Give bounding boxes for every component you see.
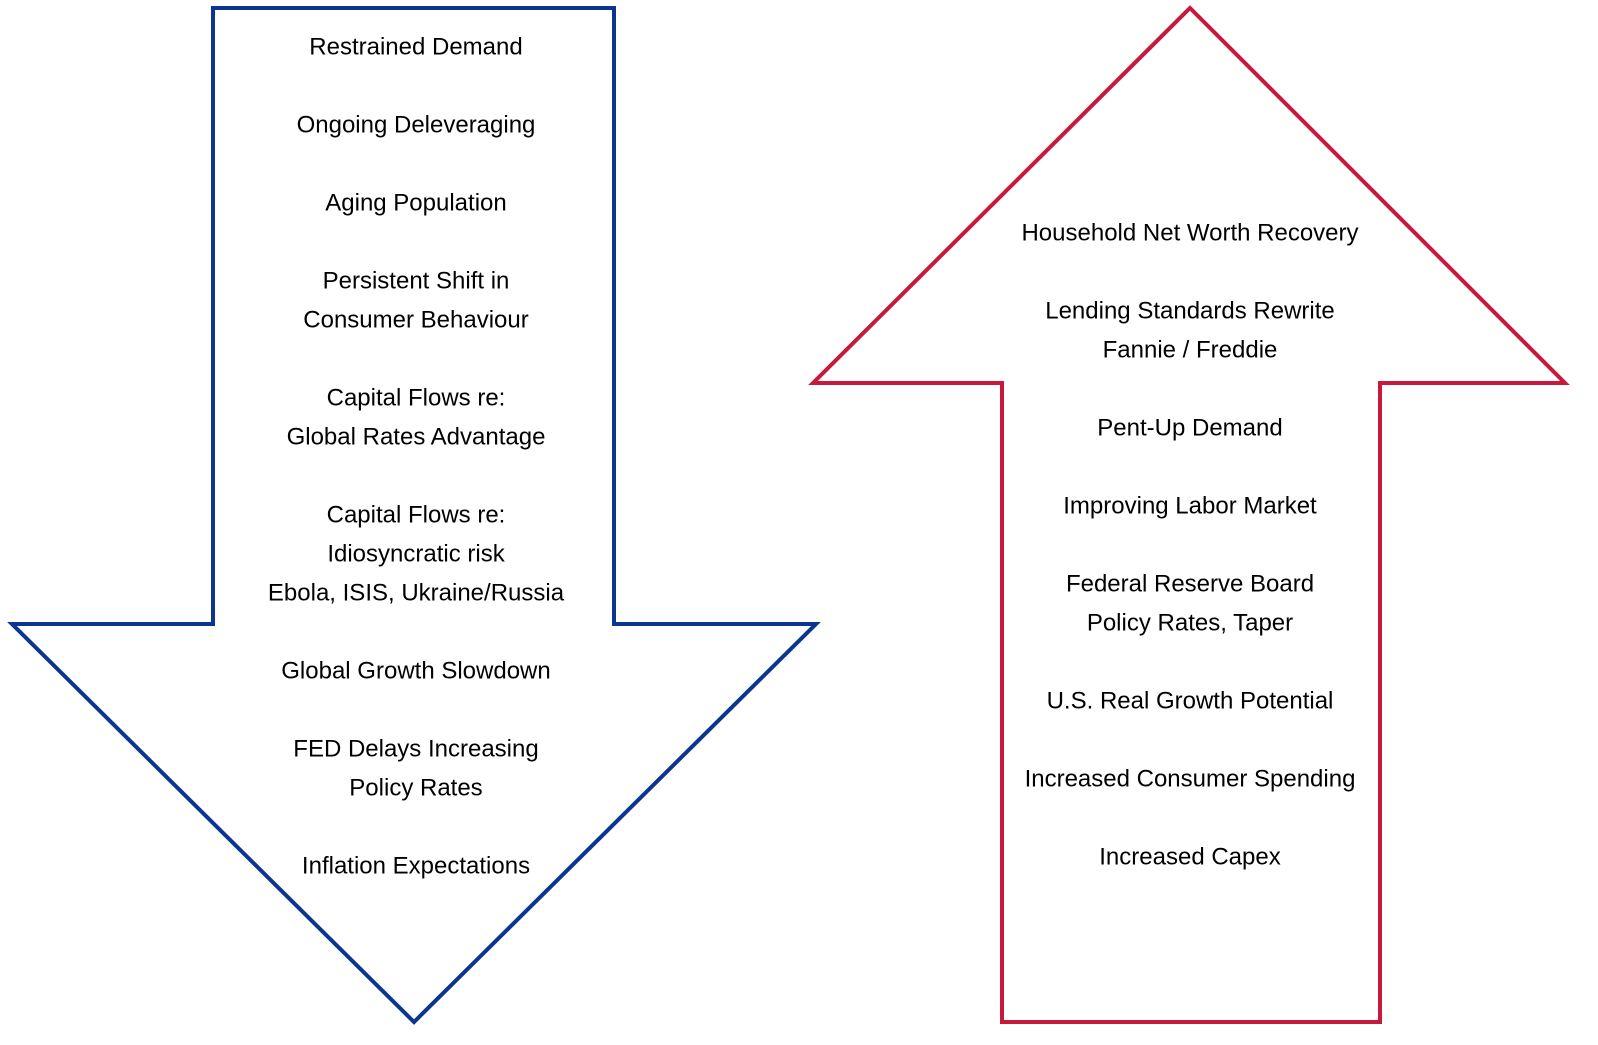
arrow-label: Pent-Up Demand [1097,414,1282,441]
arrow-label: Global Rates Advantage [287,423,546,450]
arrow-label: Household Net Worth Recovery [1021,219,1358,246]
arrow-label: Policy Rates [349,774,482,801]
arrow-label: Capital Flows re: [327,384,506,411]
arrow-label: Increased Consumer Spending [1025,765,1356,792]
arrow-label: Capital Flows re: [327,501,506,528]
arrow-label: FED Delays Increasing [293,735,538,762]
arrow-label: Restrained Demand [309,33,522,60]
arrow-label: Federal Reserve Board [1066,570,1314,597]
arrow-label: Aging Population [325,189,506,216]
arrow-label: Improving Labor Market [1063,492,1317,519]
arrow-label: Policy Rates, Taper [1087,609,1293,636]
arrow-label: Idiosyncratic risk [327,540,505,567]
arrow-label: Inflation Expectations [302,852,530,879]
arrow-label: Consumer Behaviour [303,306,528,333]
arrow-label: Lending Standards Rewrite [1045,297,1335,324]
up-arrow [808,5,1570,1024]
arrow-label: Increased Capex [1099,843,1280,870]
arrow-label: Persistent Shift in [323,267,510,294]
arrow-label: Ongoing Deleveraging [297,111,536,138]
arrow-label: U.S. Real Growth Potential [1047,687,1334,714]
down-arrow [7,6,821,1025]
arrow-label: Global Growth Slowdown [281,657,550,684]
arrow-label: Ebola, ISIS, Ukraine/Russia [268,579,565,606]
arrow-label: Fannie / Freddie [1103,336,1278,363]
